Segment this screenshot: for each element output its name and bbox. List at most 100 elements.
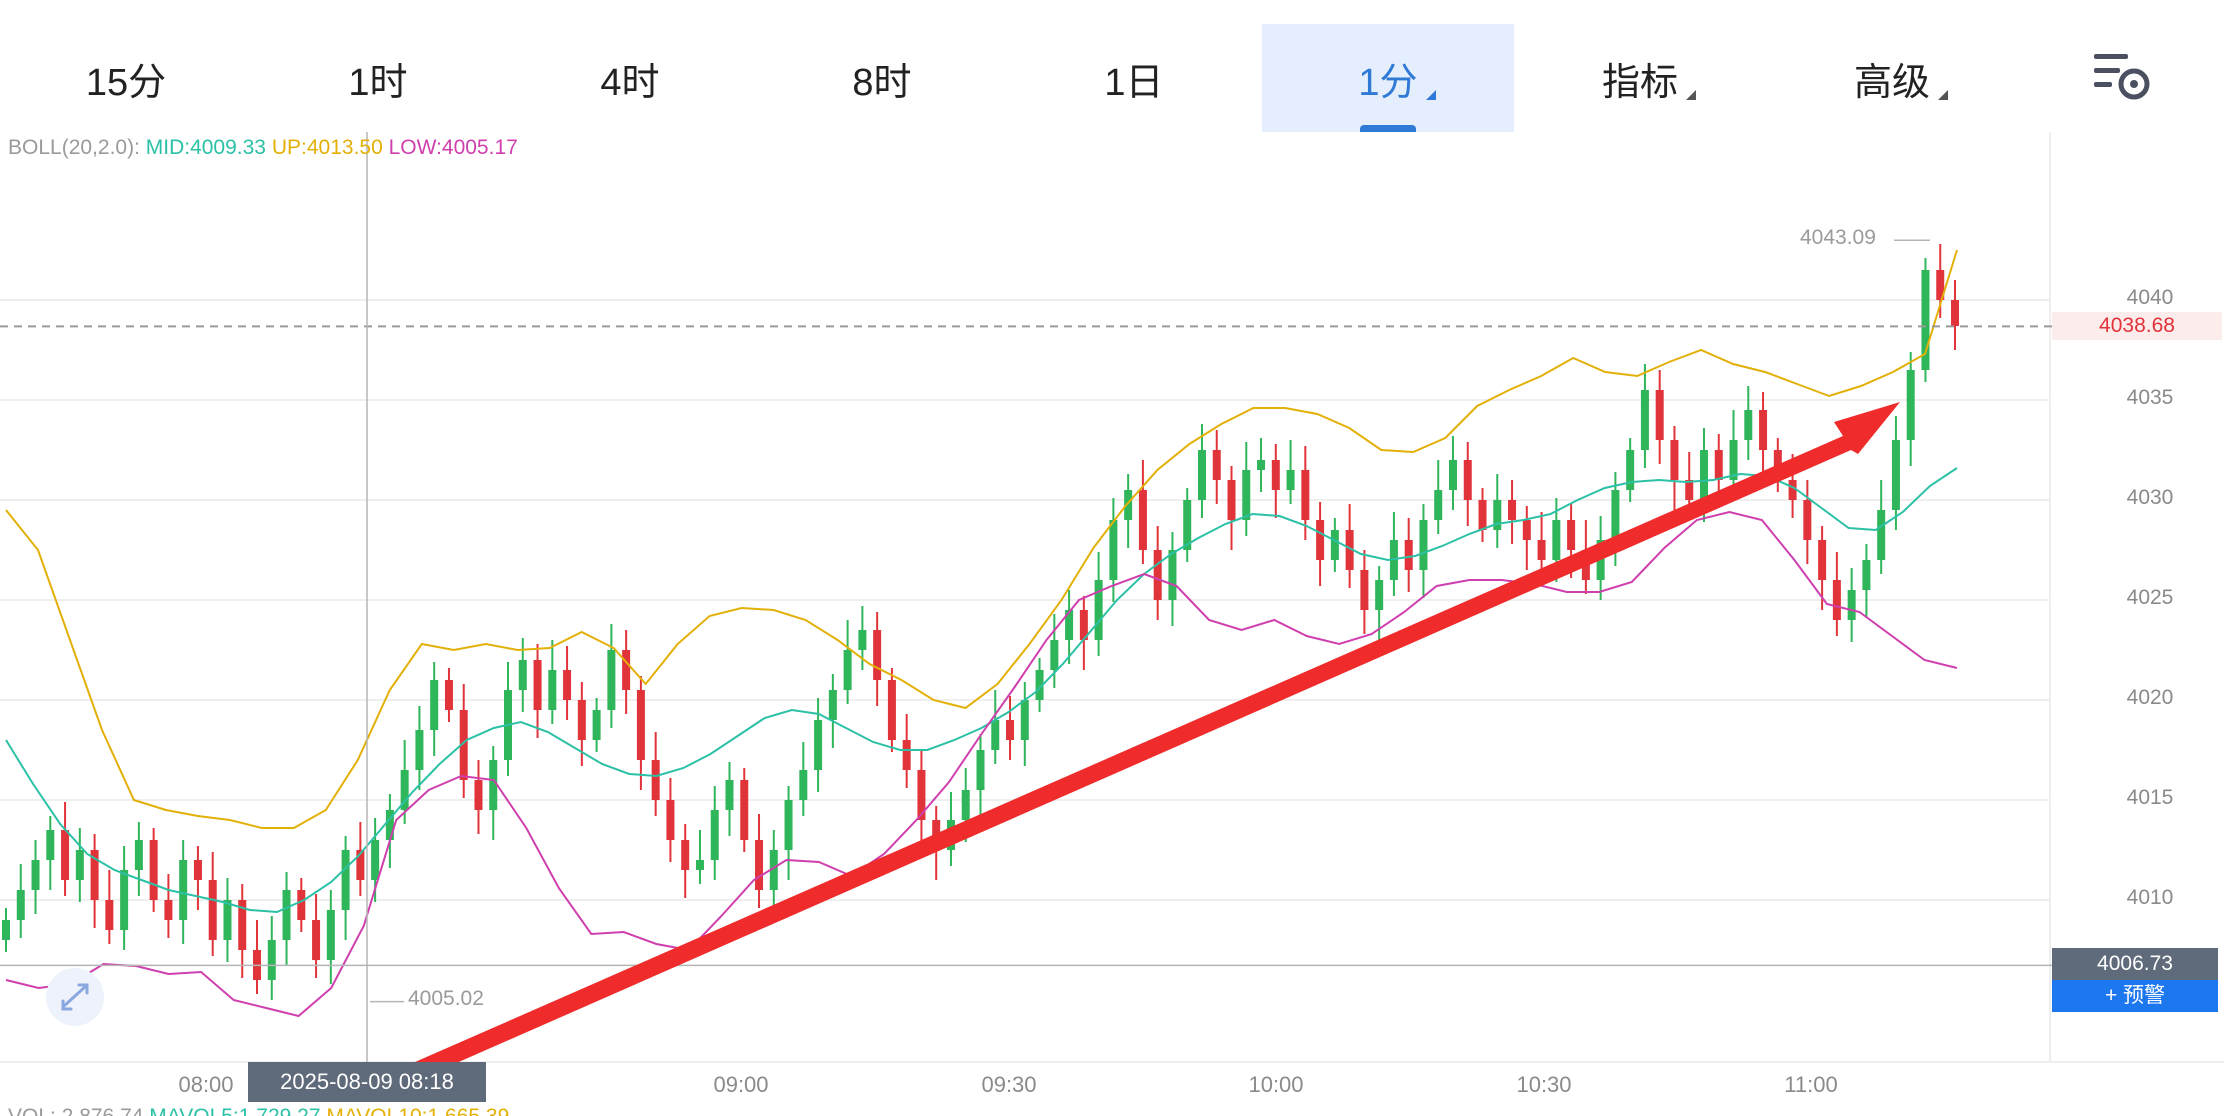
tab-8hour[interactable]: 8时: [756, 24, 1008, 132]
candle-body: [1301, 470, 1310, 520]
candle-body: [1242, 470, 1251, 520]
candle-body: [636, 690, 645, 760]
candle-body: [1079, 610, 1088, 640]
candle-body: [651, 760, 660, 800]
candle-body: [828, 690, 837, 720]
candle-body: [1714, 450, 1723, 480]
candle-body: [873, 630, 882, 680]
candle-body: [1006, 720, 1015, 740]
candle-body: [489, 760, 498, 810]
tab-1hour[interactable]: 1时: [252, 24, 504, 132]
candle-body: [1257, 460, 1266, 470]
candle-body: [1847, 590, 1856, 620]
tab-label: 8时: [852, 61, 912, 104]
candle-body: [1699, 450, 1708, 500]
tab-1min[interactable]: 1分: [1262, 24, 1514, 132]
candle-body: [134, 840, 143, 870]
tab-label: 1分: [1358, 61, 1418, 104]
candle-body: [1522, 520, 1531, 540]
x-axis-label: 10:00: [1248, 1072, 1304, 1097]
candlestick-chart[interactable]: [0, 132, 2224, 1116]
candle-body: [1212, 450, 1221, 480]
candle-body: [548, 670, 557, 710]
candle-body: [1921, 270, 1930, 370]
x-axis-label: 09:30: [981, 1072, 1037, 1097]
candle-body: [1567, 520, 1576, 550]
candle-body: [1611, 490, 1620, 540]
current-price-tag: 4038.68: [2052, 312, 2222, 340]
candle-body: [917, 770, 926, 820]
candle-body: [1818, 540, 1827, 580]
candle-body: [563, 670, 572, 700]
chart-area[interactable]: [0, 132, 2224, 1116]
candle-body: [105, 900, 114, 930]
candle-body: [755, 840, 764, 890]
timeframe-tab-bar: 15分 1时 4时 8时 1日 1分 指标 高级: [0, 0, 2224, 132]
candle-body: [164, 900, 173, 920]
tab-15min[interactable]: 15分: [0, 24, 252, 132]
dropdown-triangle-icon: [1686, 90, 1696, 100]
candle-body: [371, 840, 380, 880]
candle-body: [814, 720, 823, 770]
candle-body: [474, 780, 483, 810]
candle-body: [843, 650, 852, 690]
tab-4hour[interactable]: 4时: [504, 24, 756, 132]
boll-upper-line: [5, 249, 1958, 829]
candle-body: [415, 730, 424, 770]
candle-body: [577, 700, 586, 740]
candle-body: [1197, 450, 1206, 500]
candle-body: [858, 630, 867, 650]
candle-body: [61, 830, 70, 880]
tab-label: 15分: [85, 61, 167, 104]
crosshair-price-label: 4006.73: [2052, 948, 2218, 980]
candle-body: [1508, 500, 1517, 520]
candle-body: [799, 770, 808, 800]
y-axis-label: 4035: [2126, 386, 2174, 409]
x-axis-label: 08:00: [178, 1072, 234, 1097]
candle-body: [592, 710, 601, 740]
tab-1day[interactable]: 1日: [1008, 24, 1260, 132]
candle-body: [1124, 490, 1133, 520]
candle-body: [193, 860, 202, 880]
candle-body: [2, 920, 10, 940]
candle-body: [1906, 370, 1915, 440]
candle-body: [1640, 390, 1649, 450]
candle-body: [1877, 510, 1886, 560]
candle-body: [1138, 490, 1147, 550]
candle-body: [238, 900, 247, 950]
candle-body: [1552, 520, 1561, 560]
candle-body: [961, 790, 970, 820]
candle-body: [385, 810, 394, 840]
y-axis-label: 4015: [2126, 786, 2174, 809]
tab-advanced[interactable]: 高级: [1766, 24, 2018, 132]
y-axis-label: 4040: [2126, 286, 2174, 309]
candle-body: [46, 830, 55, 860]
reset-zoom-icon[interactable]: [46, 968, 104, 1026]
candle-body: [356, 850, 365, 880]
candle-body: [1065, 610, 1074, 640]
tab-indicators[interactable]: 指标: [1514, 24, 1766, 132]
candle-body: [666, 800, 675, 840]
candle-body: [312, 920, 321, 960]
candle-body: [459, 710, 468, 780]
candle-body: [1183, 500, 1192, 550]
candle-body: [1832, 580, 1841, 620]
candle-body: [725, 780, 734, 810]
y-axis-label: 4020: [2126, 686, 2174, 709]
candle-body: [1626, 450, 1635, 490]
candle-body: [1862, 560, 1871, 590]
candle-body: [1316, 520, 1325, 560]
candle-body: [90, 850, 99, 900]
candle-body: [681, 840, 690, 870]
candle-body: [1360, 570, 1369, 610]
candle-body: [149, 840, 158, 900]
mavol10-value: MAVOL10:1,665.39: [326, 1105, 509, 1116]
add-alert-button[interactable]: + 预警: [2052, 980, 2218, 1012]
candle-body: [1744, 410, 1753, 440]
chart-settings-icon[interactable]: [2090, 46, 2154, 106]
candle-body: [297, 890, 306, 920]
candle-body: [1375, 580, 1384, 610]
candle-body: [1685, 480, 1694, 500]
candle-body: [179, 860, 188, 920]
candle-body: [1094, 580, 1103, 640]
